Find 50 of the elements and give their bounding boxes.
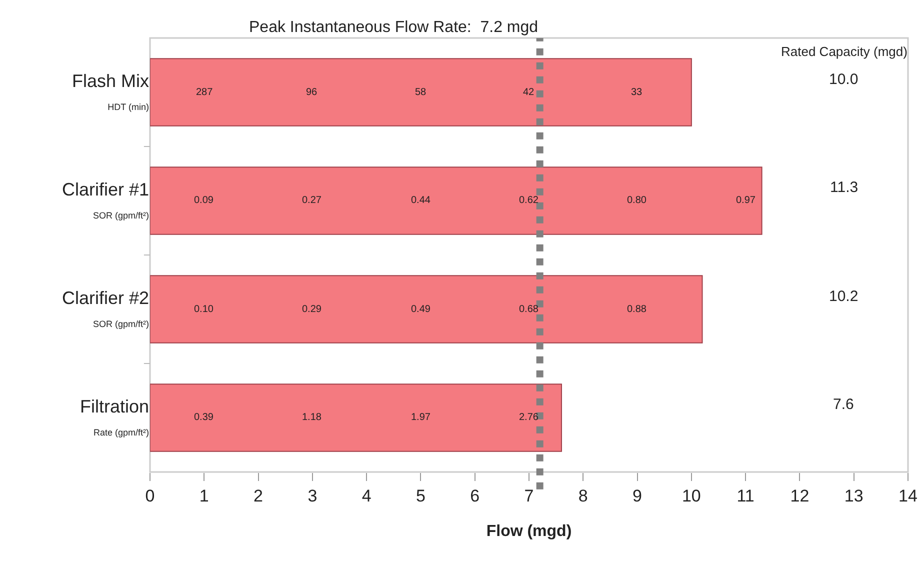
bar bbox=[150, 275, 703, 344]
annotation: Rated Capacity (mgd) bbox=[781, 44, 908, 59]
data-label: 10.2 bbox=[829, 288, 858, 305]
annotation: 0.44 bbox=[411, 195, 431, 206]
y-tick-label: Filtration Rate (gpm/ft²) bbox=[80, 396, 149, 438]
annotation: 0.27 bbox=[302, 195, 322, 206]
x-tick-label: 1 bbox=[199, 486, 209, 506]
annotation: 0.39 bbox=[194, 412, 214, 423]
x-tick-label: 12 bbox=[790, 486, 810, 506]
annotation: 96 bbox=[306, 87, 318, 98]
x-tick-label: 6 bbox=[470, 486, 480, 506]
data-label: 11.3 bbox=[830, 179, 858, 196]
annotation: 2.76 bbox=[519, 412, 539, 423]
annotation: 0.62 bbox=[519, 195, 539, 206]
annotation: 287 bbox=[196, 87, 214, 98]
x-tick-label: 9 bbox=[632, 486, 642, 506]
x-tick-label: 8 bbox=[578, 486, 588, 506]
bar bbox=[150, 384, 562, 452]
y-tick-label: Clarifier #1 SOR (gpm/ft²) bbox=[62, 179, 149, 221]
annotation: 33 bbox=[631, 87, 643, 98]
bar bbox=[150, 58, 692, 126]
annotation: 58 bbox=[415, 87, 427, 98]
x-tick-label: 4 bbox=[362, 486, 372, 506]
x-tick-label: 14 bbox=[898, 486, 918, 506]
annotation: 0.68 bbox=[519, 304, 539, 315]
annotation: 0.88 bbox=[627, 304, 647, 315]
annotation: 0.29 bbox=[302, 304, 322, 315]
x-tick-label: 11 bbox=[736, 486, 754, 506]
annotation: 0.80 bbox=[627, 195, 647, 206]
x-tick-label: 10 bbox=[682, 486, 701, 506]
x-tick-label: 3 bbox=[308, 486, 318, 506]
annotation: 1.97 bbox=[411, 412, 431, 423]
ref-line-label: Peak Instantaneous Flow Rate: 7.2 mgd bbox=[249, 19, 538, 36]
x-tick-label: 2 bbox=[254, 486, 264, 506]
data-label: 7.6 bbox=[833, 396, 854, 413]
x-tick-label: 7 bbox=[524, 486, 534, 506]
x-tick-label: 13 bbox=[844, 486, 864, 506]
annotation: 1.18 bbox=[302, 412, 322, 423]
annotation: 0.49 bbox=[411, 304, 431, 315]
annotation: 0.10 bbox=[194, 304, 214, 315]
x-tick-label: 5 bbox=[416, 486, 426, 506]
annotation: 0.97 bbox=[736, 195, 756, 206]
x-axis-title: Flow (mgd) bbox=[486, 523, 572, 540]
annotation: 0.09 bbox=[194, 195, 214, 206]
y-tick-label: Clarifier #2 SOR (gpm/ft²) bbox=[62, 288, 149, 330]
annotation: 42 bbox=[523, 87, 535, 98]
data-label: 10.0 bbox=[829, 71, 858, 88]
bar bbox=[150, 166, 762, 235]
x-tick-label: 0 bbox=[145, 486, 155, 506]
y-tick-label: Flash Mix HDT (min) bbox=[72, 70, 149, 112]
